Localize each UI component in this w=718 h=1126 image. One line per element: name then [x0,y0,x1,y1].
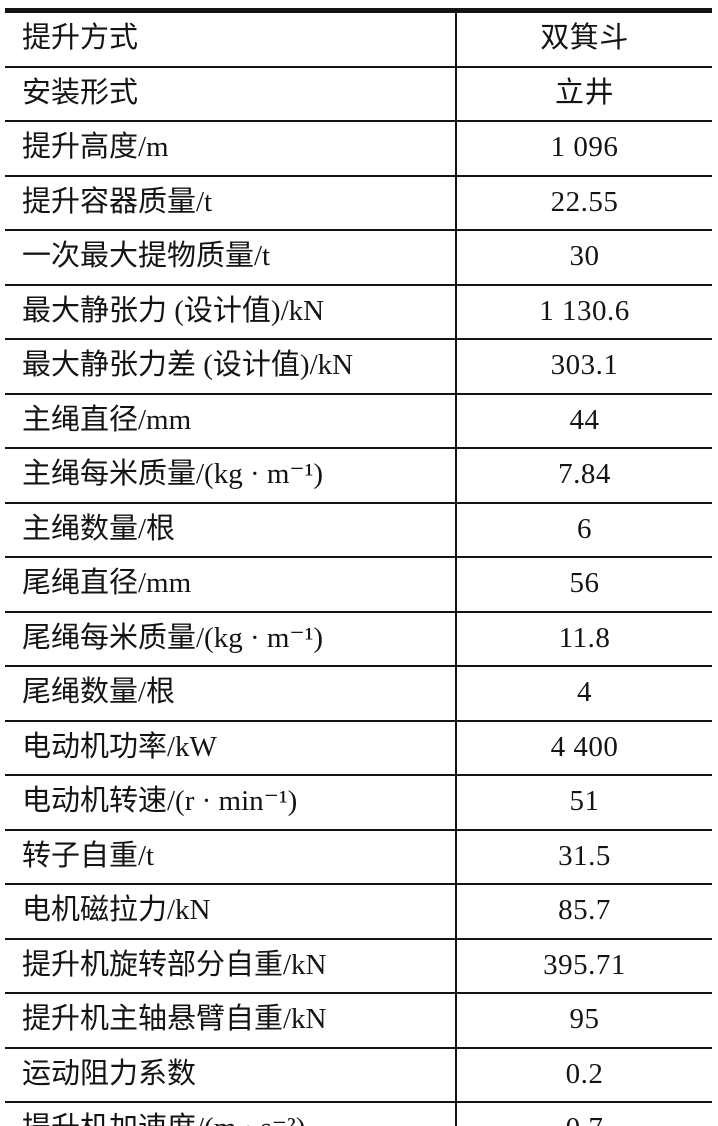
hoist-parameters-table: 提升方式 双箕斗 安装形式 立井 提升高度/m 1 096 提升容器质量/t 2… [5,8,712,1126]
table-row: 主绳数量/根 6 [5,502,712,558]
parameter-value: 56 [456,557,712,613]
parameter-value: 双箕斗 [456,10,712,68]
table-row: 最大静张力 (设计值)/kN 1 130.6 [5,284,712,340]
table-row: 电机磁拉力/kN 85.7 [5,884,712,940]
table-row: 一次最大提物质量/t 30 [5,230,712,286]
table-row: 主绳直径/mm 44 [5,393,712,449]
parameter-label: 提升方式 [5,10,457,68]
parameter-value: 11.8 [456,611,712,667]
parameter-label: 电动机功率/kW [5,720,457,776]
parameter-label: 主绳直径/mm [5,393,457,449]
parameter-label: 主绳数量/根 [5,502,457,558]
parameter-label: 提升机加速度/(m · s⁻²) [5,1102,457,1126]
parameter-label: 转子自重/t [5,829,457,885]
table-row: 提升机旋转部分自重/kN 395.71 [5,938,712,994]
parameter-label: 一次最大提物质量/t [5,230,457,286]
parameter-label: 主绳每米质量/(kg · m⁻¹) [5,448,457,504]
table-row: 电动机转速/(r · min⁻¹) 51 [5,775,712,831]
parameter-label: 尾绳每米质量/(kg · m⁻¹) [5,611,457,667]
parameter-value: 4 [456,666,712,722]
parameter-value: 31.5 [456,829,712,885]
parameter-value: 51 [456,775,712,831]
parameter-value: 7.84 [456,448,712,504]
parameter-value: 395.71 [456,938,712,994]
parameter-value: 30 [456,230,712,286]
parameter-value: 立井 [456,66,712,122]
parameter-value: 303.1 [456,339,712,395]
parameter-label: 最大静张力差 (设计值)/kN [5,339,457,395]
table-row: 提升方式 双箕斗 [5,10,712,68]
table-row: 主绳每米质量/(kg · m⁻¹) 7.84 [5,448,712,504]
table-row: 提升机主轴悬臂自重/kN 95 [5,993,712,1049]
table-row: 尾绳每米质量/(kg · m⁻¹) 11.8 [5,611,712,667]
table-row: 提升容器质量/t 22.55 [5,175,712,231]
table-row: 安装形式 立井 [5,66,712,122]
table-row: 提升高度/m 1 096 [5,121,712,177]
parameter-label: 提升容器质量/t [5,175,457,231]
parameter-label: 尾绳直径/mm [5,557,457,613]
parameter-label: 提升机旋转部分自重/kN [5,938,457,994]
parameter-value: 0.7 [456,1102,712,1126]
parameter-value: 85.7 [456,884,712,940]
parameter-value: 44 [456,393,712,449]
table-row: 尾绳数量/根 4 [5,666,712,722]
parameter-label: 运动阻力系数 [5,1047,457,1103]
parameter-value: 0.2 [456,1047,712,1103]
parameter-value: 95 [456,993,712,1049]
parameter-label: 提升高度/m [5,121,457,177]
parameter-value: 1 096 [456,121,712,177]
parameter-value: 6 [456,502,712,558]
parameter-value: 22.55 [456,175,712,231]
parameter-label: 尾绳数量/根 [5,666,457,722]
table-row: 转子自重/t 31.5 [5,829,712,885]
parameter-value: 4 400 [456,720,712,776]
parameter-value: 1 130.6 [456,284,712,340]
table-row: 运动阻力系数 0.2 [5,1047,712,1103]
table-row: 提升机加速度/(m · s⁻²) 0.7 [5,1102,712,1126]
parameter-label: 提升机主轴悬臂自重/kN [5,993,457,1049]
parameter-label: 最大静张力 (设计值)/kN [5,284,457,340]
table-row: 尾绳直径/mm 56 [5,557,712,613]
parameter-label: 安装形式 [5,66,457,122]
parameter-label: 电动机转速/(r · min⁻¹) [5,775,457,831]
table-row: 电动机功率/kW 4 400 [5,720,712,776]
table-row: 最大静张力差 (设计值)/kN 303.1 [5,339,712,395]
parameter-label: 电机磁拉力/kN [5,884,457,940]
